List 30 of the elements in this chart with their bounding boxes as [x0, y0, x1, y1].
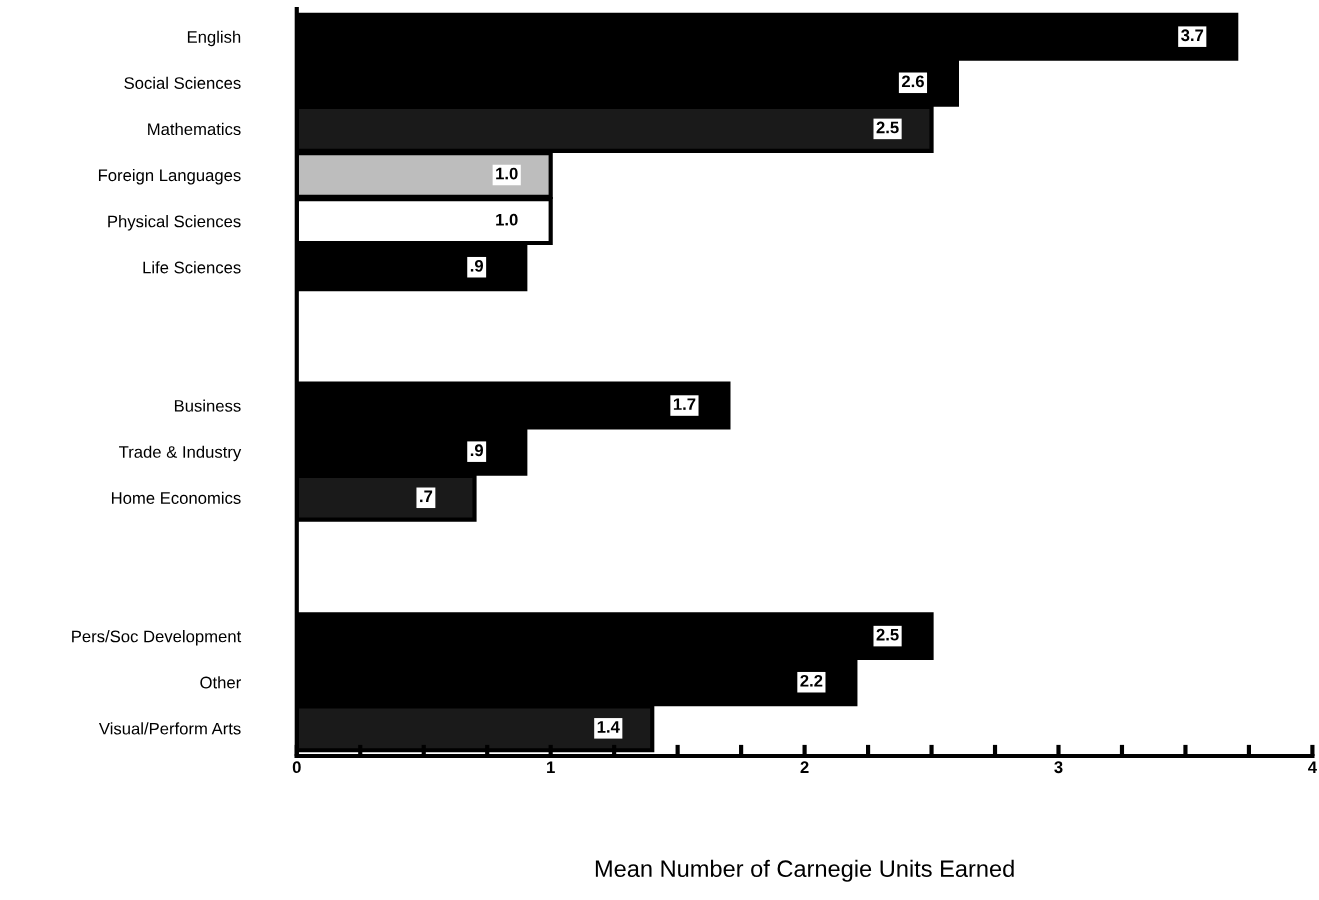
y-tick-label: Other — [200, 676, 241, 689]
data-label: 1.7 — [673, 398, 696, 410]
data-label: 3.7 — [1181, 29, 1204, 42]
y-tick-label: Business — [174, 399, 241, 412]
x-tick-label: 3 — [1054, 761, 1063, 774]
data-label: 1.0 — [496, 167, 518, 180]
data-label: 2.6 — [901, 75, 924, 88]
y-tick-label: Visual/Perform Arts — [98, 722, 241, 735]
x-tick-label: 2 — [800, 761, 809, 773]
y-tick-label: Foreign Languages — [98, 168, 241, 185]
y-tick-label: Life Sciences — [143, 261, 241, 274]
y-tick-label: Mathematics — [148, 122, 241, 136]
data-label: 2.5 — [876, 121, 899, 134]
y-tick-label: Physical Sciences — [108, 215, 241, 231]
x-tick-label: 1 — [547, 761, 555, 773]
x-tick-label: 0 — [292, 761, 301, 774]
data-label: .9 — [470, 259, 484, 272]
y-tick-label: Trade & Industry — [119, 445, 242, 462]
data-label: .9 — [470, 444, 484, 457]
y-tick-label: Home Economics — [111, 491, 241, 504]
data-label: 2.2 — [800, 674, 823, 687]
data-label: 1.4 — [597, 721, 620, 733]
y-tick-label: Pers/Soc Development — [72, 630, 242, 646]
x-tick-label: 4 — [1308, 761, 1317, 773]
data-label: 1.0 — [496, 213, 518, 226]
data-label: .7 — [420, 490, 433, 503]
y-tick-label: English — [187, 30, 241, 47]
y-tick-label: Social Sciences — [124, 76, 241, 89]
data-label: 2.5 — [876, 628, 899, 641]
x-axis-title: Mean Number of Carnegie Units Earned — [595, 859, 1014, 882]
